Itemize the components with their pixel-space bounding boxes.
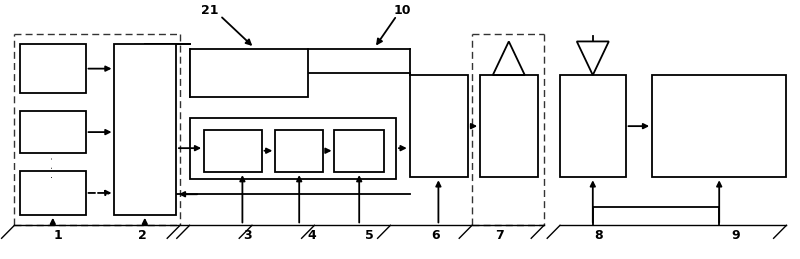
Bar: [20, 111, 86, 153]
Text: 21: 21: [201, 4, 218, 17]
Text: 3: 3: [244, 229, 252, 242]
Text: ·  ·  ·: · · ·: [48, 156, 58, 178]
Text: 10: 10: [394, 4, 411, 17]
Text: 9: 9: [732, 229, 740, 242]
Bar: [410, 75, 468, 177]
Bar: [480, 75, 538, 177]
Bar: [560, 75, 626, 177]
Bar: [114, 44, 176, 215]
Text: 7: 7: [496, 229, 504, 242]
Bar: [275, 130, 323, 172]
Text: 2: 2: [138, 229, 146, 242]
Text: 8: 8: [594, 229, 602, 242]
Text: 5: 5: [366, 229, 374, 242]
Bar: [20, 171, 86, 215]
Bar: [20, 44, 86, 93]
Bar: [190, 118, 396, 179]
Bar: [204, 130, 262, 172]
Text: 6: 6: [432, 229, 440, 242]
Text: 4: 4: [308, 229, 316, 242]
Bar: [190, 49, 308, 97]
Bar: [334, 130, 384, 172]
Text: 1: 1: [54, 229, 62, 242]
Bar: [652, 75, 786, 177]
